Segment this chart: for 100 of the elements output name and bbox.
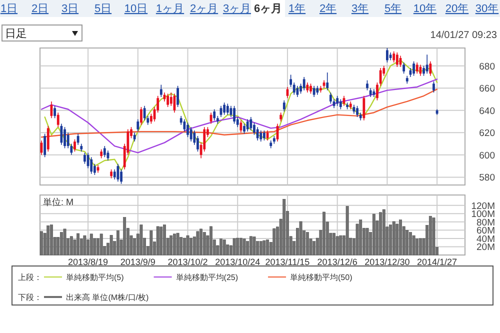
bar (63, 228, 66, 256)
bar (409, 232, 412, 256)
candlestick (336, 95, 339, 106)
bar (336, 236, 339, 256)
bar (389, 224, 392, 256)
bar (428, 216, 432, 256)
bar (110, 234, 113, 256)
bar (236, 238, 240, 256)
bar (163, 224, 166, 256)
bar (100, 234, 103, 256)
x-tick-label: 2013/12/6 (317, 257, 358, 267)
candlestick (312, 85, 316, 98)
candlestick (396, 52, 398, 68)
candlestick (282, 100, 286, 112)
bar (170, 235, 173, 256)
candlestick (136, 118, 140, 132)
bar (123, 217, 126, 256)
candlestick (233, 106, 236, 124)
candlestick (193, 130, 196, 146)
bar (60, 232, 63, 256)
bar (249, 236, 252, 256)
bar (222, 240, 226, 256)
bar (160, 226, 163, 256)
x-tick-label: 2013/9/9 (120, 257, 156, 267)
bar (190, 238, 193, 256)
bar (210, 226, 212, 256)
legend-label: 単純移動平均(5) (66, 273, 124, 282)
bar (220, 238, 222, 256)
candlestick (292, 82, 296, 96)
bar (76, 233, 80, 256)
legend-label: 出来高 単位(M株/口/枚) (66, 293, 149, 302)
candlestick (429, 60, 432, 76)
line-series (40, 88, 438, 138)
bar (399, 220, 402, 256)
bar (382, 209, 386, 256)
bar (202, 232, 206, 256)
candlestick (44, 133, 46, 158)
candlestick (106, 150, 110, 161)
bar (359, 220, 362, 256)
candlestick (329, 92, 332, 104)
y-tick-label: 120M (471, 200, 496, 212)
bar (299, 221, 302, 256)
bar (262, 240, 266, 256)
bar (346, 206, 349, 256)
candlestick (190, 126, 192, 142)
candlestick (326, 72, 329, 91)
line-series (40, 78, 438, 154)
bar (392, 221, 396, 256)
x-tick-label: 2013/8/19 (68, 257, 108, 267)
candlestick (432, 81, 435, 93)
candlestick (416, 62, 418, 74)
candlestick (356, 106, 358, 118)
candlestick (183, 118, 186, 132)
bar (259, 241, 262, 256)
candlestick (339, 98, 342, 110)
y-tick-label: 640 (479, 106, 495, 117)
candlestick (60, 123, 63, 146)
bar (176, 232, 180, 256)
candlestick (64, 126, 66, 149)
bar (322, 212, 326, 256)
y-tick-label: 20M (476, 242, 496, 254)
bar (83, 235, 86, 256)
bar (272, 228, 276, 256)
bar (70, 236, 73, 256)
candlestick (46, 126, 50, 152)
x-tick-label: 2014/1/27 (417, 257, 458, 267)
candlestick (302, 76, 306, 91)
bar (356, 224, 359, 256)
candlestick (160, 84, 162, 98)
bar (412, 235, 416, 256)
candlestick (103, 146, 106, 158)
y-axis-title: 単位: M (43, 197, 74, 207)
header: 1日 2日 3日 5日 10日 1ヶ月 2ヶ月 3ヶ月 6ヶ月 1年 2年 3年 5年 10年 20年 30年 日足 14/01/27 09:23 (0, 0, 500, 42)
bar (252, 236, 256, 256)
candlestick (54, 106, 56, 119)
bar (182, 238, 186, 256)
candlestick (76, 133, 80, 146)
candlestick (426, 54, 428, 74)
candlestick (170, 92, 172, 106)
candlestick (246, 118, 249, 132)
bar (406, 230, 409, 256)
candlestick (186, 122, 189, 138)
legend-label: 単純移動平均(25) (176, 273, 238, 282)
legend-label: 単純移動平均(50) (290, 273, 353, 282)
candlestick (296, 85, 299, 98)
x-tick-label: 2013/11/15 (265, 257, 310, 267)
y-tick-label: 600 (479, 150, 495, 162)
candlestick (223, 102, 226, 116)
candlestick (140, 106, 142, 126)
bar (266, 240, 269, 256)
bar (200, 228, 202, 256)
candlestick (386, 48, 388, 63)
candlestick (260, 130, 262, 142)
bar (140, 224, 143, 256)
y-tick-label: 680 (479, 61, 495, 72)
bar (372, 214, 376, 256)
bar (306, 232, 309, 256)
bar (282, 198, 286, 256)
bar (312, 241, 316, 256)
candlestick (362, 95, 366, 121)
